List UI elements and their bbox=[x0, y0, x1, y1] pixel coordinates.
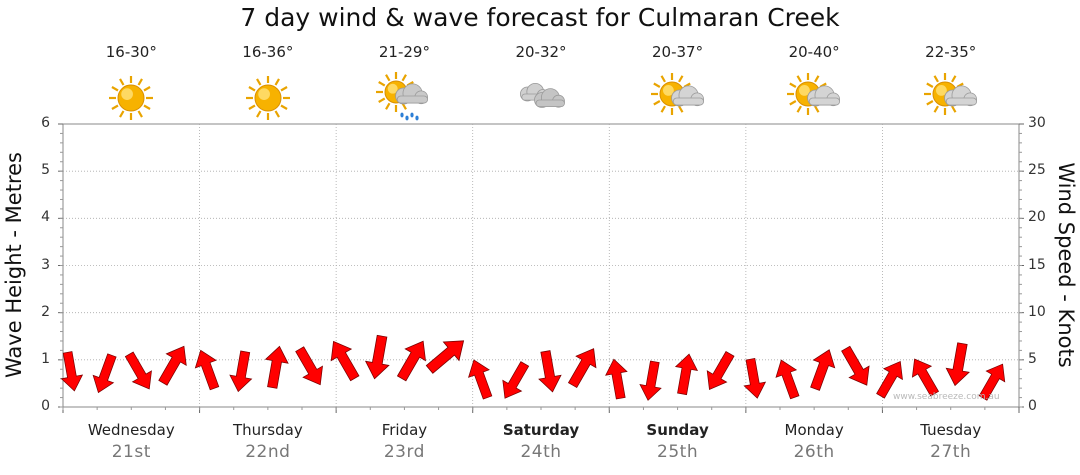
y-tick-label-right: 10 bbox=[1028, 303, 1046, 320]
wind-arrow bbox=[264, 345, 289, 389]
wind-arrow bbox=[674, 353, 699, 396]
x-tick-label-day: Wednesday bbox=[87, 421, 175, 439]
wind-arrow bbox=[706, 350, 735, 390]
partly-cloudy-icon bbox=[784, 72, 844, 124]
wind-arrow bbox=[229, 350, 253, 393]
y-tick-label-left: 0 bbox=[41, 398, 50, 414]
y-tick-label-left: 6 bbox=[41, 115, 50, 131]
day-temperature: 20-32° bbox=[515, 43, 567, 61]
wind-arrow bbox=[425, 340, 465, 374]
wind-arrow bbox=[295, 346, 323, 386]
y-tick-label-right: 25 bbox=[1028, 162, 1046, 179]
y-tick-label-left: 1 bbox=[41, 350, 50, 367]
wind-arrow bbox=[468, 359, 493, 400]
x-tick-label-date: 25th bbox=[657, 442, 699, 462]
watermark: www.seabreeze.com.au bbox=[893, 392, 1000, 402]
wind-arrow bbox=[567, 348, 597, 389]
x-tick-label-day: Thursday bbox=[232, 421, 303, 439]
wind-arrow bbox=[60, 351, 84, 392]
y-tick-label-left: 5 bbox=[41, 162, 50, 179]
wind-arrow bbox=[945, 342, 970, 387]
wind-arrow bbox=[194, 349, 220, 391]
wind-arrow bbox=[330, 340, 360, 382]
day-temperature: 20-37° bbox=[652, 43, 704, 61]
x-tick-label-day: Friday bbox=[381, 421, 428, 439]
wind-arrow bbox=[876, 361, 903, 399]
x-tick-label-day: Sunday bbox=[646, 421, 709, 439]
sunny-icon bbox=[238, 72, 298, 124]
day-temperature: 20-40° bbox=[788, 43, 840, 61]
y-tick-label-right: 30 bbox=[1028, 115, 1046, 131]
wind-arrow bbox=[841, 345, 870, 386]
x-tick-label-date: 24th bbox=[520, 442, 562, 462]
x-tick-label-date: 23rd bbox=[383, 442, 425, 462]
y-tick-label-right: 0 bbox=[1028, 398, 1037, 414]
x-tick-label-date: 27th bbox=[930, 442, 972, 462]
wind-arrow bbox=[364, 334, 390, 380]
wind-arrow bbox=[911, 358, 940, 397]
wind-arrow bbox=[396, 340, 426, 382]
wind-arrow bbox=[158, 345, 187, 386]
partly-cloudy-icon bbox=[921, 72, 981, 124]
sun-cloud-rain-icon bbox=[374, 72, 434, 124]
wind-arrow bbox=[538, 350, 562, 393]
day-temperature: 16-36° bbox=[242, 43, 294, 61]
y-tick-label-right: 20 bbox=[1028, 209, 1046, 226]
x-tick-label-date: 26th bbox=[793, 442, 835, 462]
y-axis-label-left: Wave Height - Metres bbox=[2, 152, 26, 378]
cloudy-icon bbox=[511, 72, 571, 124]
day-temperature: 22-35° bbox=[925, 43, 977, 61]
y-tick-label-right: 5 bbox=[1028, 350, 1037, 367]
wind-arrow bbox=[743, 358, 767, 399]
x-tick-label-day: Tuesday bbox=[920, 421, 982, 439]
x-tick-label-date: 22nd bbox=[245, 442, 291, 462]
y-tick-label-right: 15 bbox=[1028, 256, 1046, 273]
y-tick-label-left: 4 bbox=[41, 209, 50, 226]
chart-title: 7 day wind & wave forecast for Culmaran … bbox=[240, 3, 840, 32]
day-temperature: 21-29° bbox=[378, 43, 430, 61]
wind-arrow bbox=[124, 351, 152, 390]
wind-series bbox=[60, 334, 1006, 401]
y-tick-label-left: 2 bbox=[41, 303, 50, 320]
wind-arrow bbox=[92, 353, 117, 394]
sunny-icon bbox=[101, 72, 161, 124]
wind-arrow bbox=[775, 359, 800, 400]
x-tick-label-day: Saturday bbox=[502, 421, 580, 439]
x-tick-label-day: Monday bbox=[784, 421, 844, 439]
wind-arrow bbox=[810, 349, 836, 391]
wind-arrow bbox=[639, 360, 662, 401]
day-temperature: 16-30° bbox=[105, 43, 157, 61]
y-tick-label-left: 3 bbox=[41, 256, 50, 273]
wind-arrow bbox=[978, 363, 1006, 401]
partly-cloudy-icon bbox=[648, 72, 708, 124]
wind-arrow bbox=[502, 361, 530, 399]
x-tick-label-date: 21st bbox=[111, 442, 151, 462]
wind-arrow bbox=[605, 358, 628, 400]
